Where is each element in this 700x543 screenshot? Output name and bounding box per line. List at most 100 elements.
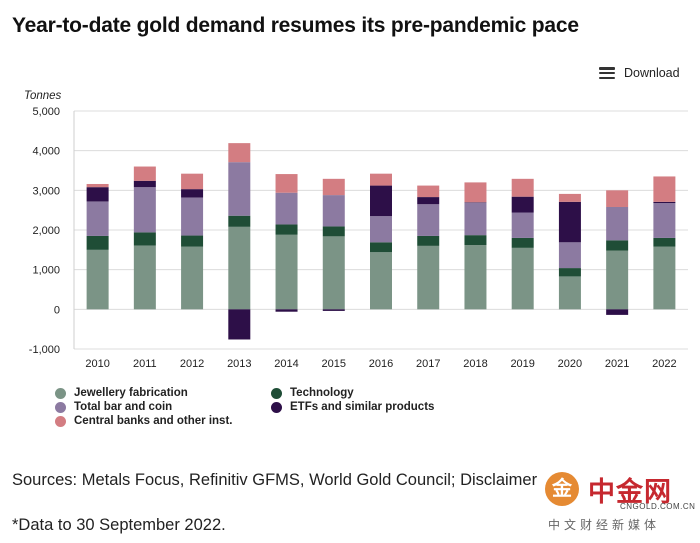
bar-segment xyxy=(653,237,676,247)
bar-segment xyxy=(653,203,676,238)
bar-segment xyxy=(181,246,204,310)
chart-legend: Jewellery fabrication Technology Total b… xyxy=(55,387,525,431)
bar-segment xyxy=(464,245,487,310)
bar-segment xyxy=(558,268,581,277)
bar-segment xyxy=(464,182,487,203)
bar-segment xyxy=(370,242,392,253)
x-tick-label: 2014 xyxy=(274,358,298,370)
y-tick-label: 0 xyxy=(54,304,60,316)
legend-swatch-technology xyxy=(271,387,282,399)
download-label: Download xyxy=(624,66,680,80)
bar-segment xyxy=(511,237,534,248)
bar-segment xyxy=(275,192,298,225)
bar-segment xyxy=(322,178,345,196)
legend-item-jewellery: Jewellery fabrication xyxy=(55,387,188,399)
legend-item-bar-and-coin: Total bar and coin xyxy=(55,401,172,413)
bar-segment xyxy=(228,215,251,227)
x-tick-label: 2016 xyxy=(369,358,393,370)
legend-label-central-banks: Central banks and other inst. xyxy=(74,415,233,427)
x-tick-label: 2019 xyxy=(510,358,534,370)
legend-item-central-banks: Central banks and other inst. xyxy=(55,415,232,427)
bar-segment xyxy=(133,187,156,233)
watermark: 金 中金网 CNGOLD.COM.CN 中文财经新媒体 xyxy=(540,466,695,532)
bar-segment xyxy=(558,193,581,202)
bar-segment xyxy=(228,162,251,216)
bar-segment xyxy=(464,202,487,203)
bar-segment xyxy=(606,190,629,207)
bar-segment xyxy=(370,216,392,243)
y-tick-label: 4,000 xyxy=(32,146,60,158)
bar-segment xyxy=(417,245,440,310)
bar-segment xyxy=(511,247,534,310)
bar-segment xyxy=(606,250,629,310)
bar-segment xyxy=(133,166,156,181)
bar-segment xyxy=(181,235,204,247)
bar-segment xyxy=(275,309,298,312)
y-tick-label: 1,000 xyxy=(32,265,60,277)
bar-segment xyxy=(606,206,629,241)
bar-segment xyxy=(606,240,629,251)
y-axis-label: Tonnes xyxy=(24,90,62,102)
download-button[interactable]: Download xyxy=(599,64,680,82)
bar-segment xyxy=(322,236,345,310)
bar-segment xyxy=(181,189,204,198)
bar-segment xyxy=(653,246,676,310)
x-tick-label: 2013 xyxy=(227,358,251,370)
x-tick-label: 2020 xyxy=(558,358,582,370)
watermark-name: 中金网 xyxy=(588,477,672,507)
x-tick-label: 2017 xyxy=(416,358,440,370)
bar-segment xyxy=(228,143,251,163)
legend-swatch-etfs xyxy=(271,401,282,413)
x-tick-label: 2012 xyxy=(180,358,204,370)
y-tick-label: 5,000 xyxy=(32,106,60,118)
bar-segment xyxy=(228,226,251,310)
y-tick-label: 3,000 xyxy=(32,185,60,197)
bar-segment xyxy=(181,173,204,190)
x-tick-label: 2015 xyxy=(322,358,346,370)
bar-segment xyxy=(417,197,440,205)
bar-segment xyxy=(275,234,298,310)
bar-segment xyxy=(181,197,204,236)
bar-segment xyxy=(133,180,156,188)
bar-segment xyxy=(464,235,487,246)
watermark-logo: 金 xyxy=(545,472,579,506)
bar-segment xyxy=(558,201,581,243)
bar-segment xyxy=(653,176,676,202)
bar-segment xyxy=(370,185,392,217)
bar-segment xyxy=(322,195,345,227)
bar-segment xyxy=(370,252,392,310)
bar-segment xyxy=(86,249,109,310)
bar-segment xyxy=(228,309,251,340)
bar-segment xyxy=(511,196,534,213)
legend-item-etfs: ETFs and similar products xyxy=(271,401,434,413)
x-tick-label: 2022 xyxy=(652,358,676,370)
footnote-text: *Data to 30 September 2022. xyxy=(12,516,226,534)
bar-segment xyxy=(133,245,156,310)
bar-segment xyxy=(275,224,298,235)
chart-title: Year-to-date gold demand resumes its pre… xyxy=(12,14,579,37)
stacked-bar-chart: -1,000 0 1,000 2,000 3,000 4,000 5,000 2010 2011… xyxy=(29,106,688,370)
source-text: Sources: Metals Focus, Refinitiv GFMS, W… xyxy=(12,471,538,489)
bar-segment xyxy=(417,204,440,236)
y-tick-label: -1,000 xyxy=(29,344,60,356)
bar-segment xyxy=(275,174,298,193)
bar-segment xyxy=(511,212,534,238)
watermark-tagline: 中文财经新媒体 xyxy=(548,518,661,532)
x-tick-label: 2011 xyxy=(133,358,157,370)
bar-segment xyxy=(322,309,345,311)
bar-segment xyxy=(558,242,581,269)
bar-segment xyxy=(653,201,676,204)
legend-label-technology: Technology xyxy=(290,387,354,399)
bar-segment xyxy=(86,183,109,188)
watermark-domain: CNGOLD.COM.CN xyxy=(620,502,696,511)
bar-segment xyxy=(322,226,345,237)
legend-swatch-jewellery xyxy=(55,387,66,399)
legend-label-bar-and-coin: Total bar and coin xyxy=(74,401,173,413)
bar-segment xyxy=(370,173,392,186)
bar-segment xyxy=(606,309,629,315)
hamburger-menu-icon xyxy=(599,67,615,79)
bar-segment xyxy=(133,232,156,246)
legend-label-etfs: ETFs and similar products xyxy=(290,401,435,413)
bar-segment xyxy=(86,187,109,202)
legend-swatch-central-banks xyxy=(55,415,66,427)
